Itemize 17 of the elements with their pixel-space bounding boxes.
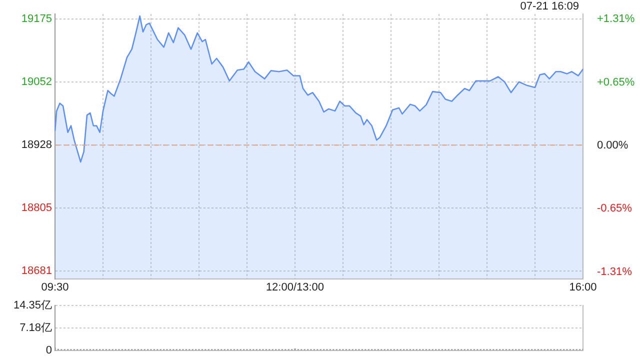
y-tick-label: 18805: [21, 202, 52, 214]
y-tick-label: 14.35亿: [13, 300, 52, 312]
y2-tick-label: +1.31%: [597, 12, 635, 25]
y-tick-label: 18928: [21, 139, 52, 152]
text: 07-21 16:09: [520, 0, 579, 13]
y-tick-label: 18681: [21, 265, 52, 278]
x-tick-label: 16:00: [569, 281, 597, 294]
y2-tick-label: -0.65%: [597, 202, 632, 214]
y2-tick-label: +0.65%: [597, 76, 635, 89]
y2-tick-label: 0.00%: [597, 139, 628, 152]
x-tick-label: 09:30: [41, 281, 69, 294]
x-tick-label: 12:00/13:00: [266, 281, 324, 294]
y-tick-label: 19052: [21, 76, 52, 88]
y-tick-label: 19175: [21, 13, 52, 26]
y2-tick-label: -1.31%: [597, 266, 632, 278]
y-tick-label: 7.18亿: [20, 322, 52, 334]
y-tick-label: 0: [46, 344, 52, 356]
